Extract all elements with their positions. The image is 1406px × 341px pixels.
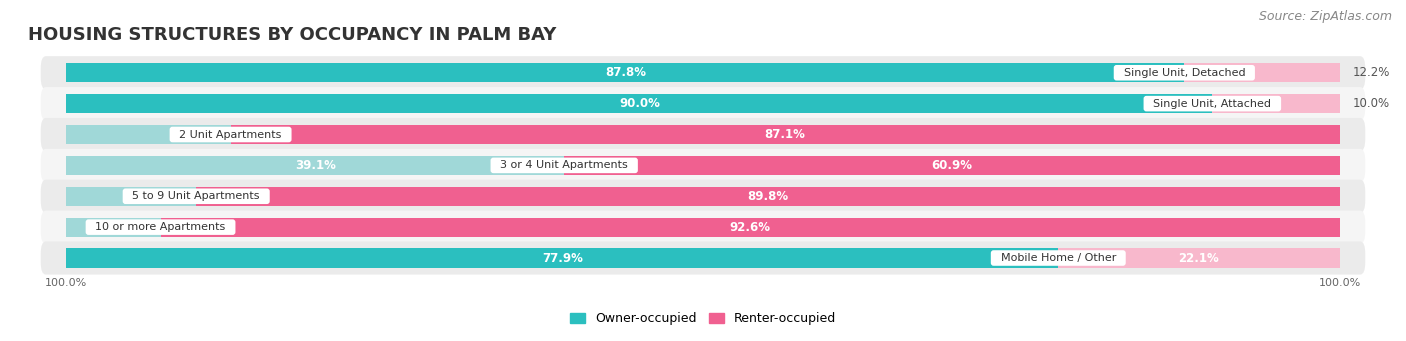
Bar <box>66 187 197 206</box>
Text: Single Unit, Detached: Single Unit, Detached <box>1116 68 1253 78</box>
Text: 89.8%: 89.8% <box>748 190 789 203</box>
Bar <box>66 63 1184 82</box>
Text: 87.1%: 87.1% <box>765 128 806 141</box>
Bar <box>1184 63 1340 82</box>
Text: 100.0%: 100.0% <box>1319 278 1361 288</box>
Text: 12.2%: 12.2% <box>1353 66 1389 79</box>
Text: 2 Unit Apartments: 2 Unit Apartments <box>173 130 288 139</box>
Bar <box>160 218 1340 237</box>
FancyBboxPatch shape <box>41 118 1365 151</box>
Bar <box>1212 94 1340 113</box>
Bar <box>66 125 231 144</box>
Text: 60.9%: 60.9% <box>931 159 973 172</box>
Text: Single Unit, Attached: Single Unit, Attached <box>1146 99 1278 109</box>
FancyBboxPatch shape <box>41 210 1365 244</box>
Text: 7.4%: 7.4% <box>118 221 148 234</box>
Bar <box>66 218 160 237</box>
Text: 10 or more Apartments: 10 or more Apartments <box>89 222 232 232</box>
FancyBboxPatch shape <box>41 241 1365 275</box>
Bar <box>564 156 1340 175</box>
Text: 22.1%: 22.1% <box>1178 252 1219 265</box>
Text: 10.0%: 10.0% <box>1353 97 1389 110</box>
Text: 100.0%: 100.0% <box>45 278 87 288</box>
Bar <box>231 125 1340 144</box>
FancyBboxPatch shape <box>41 180 1365 213</box>
Text: 92.6%: 92.6% <box>730 221 770 234</box>
Bar <box>1059 249 1340 268</box>
Legend: Owner-occupied, Renter-occupied: Owner-occupied, Renter-occupied <box>565 308 841 330</box>
Bar <box>66 156 564 175</box>
Text: 90.0%: 90.0% <box>619 97 659 110</box>
Text: 39.1%: 39.1% <box>295 159 336 172</box>
FancyBboxPatch shape <box>41 149 1365 182</box>
Text: 77.9%: 77.9% <box>541 252 582 265</box>
Bar <box>66 94 1212 113</box>
Text: Mobile Home / Other: Mobile Home / Other <box>994 253 1123 263</box>
FancyBboxPatch shape <box>41 56 1365 89</box>
Text: 12.9%: 12.9% <box>180 128 218 141</box>
Text: 87.8%: 87.8% <box>605 66 645 79</box>
Text: 10.2%: 10.2% <box>146 190 183 203</box>
Bar <box>197 187 1340 206</box>
Text: 5 to 9 Unit Apartments: 5 to 9 Unit Apartments <box>125 191 267 201</box>
Text: Source: ZipAtlas.com: Source: ZipAtlas.com <box>1258 10 1392 23</box>
Bar <box>66 249 1059 268</box>
Text: HOUSING STRUCTURES BY OCCUPANCY IN PALM BAY: HOUSING STRUCTURES BY OCCUPANCY IN PALM … <box>28 26 557 44</box>
FancyBboxPatch shape <box>41 87 1365 120</box>
Text: 3 or 4 Unit Apartments: 3 or 4 Unit Apartments <box>494 160 636 170</box>
